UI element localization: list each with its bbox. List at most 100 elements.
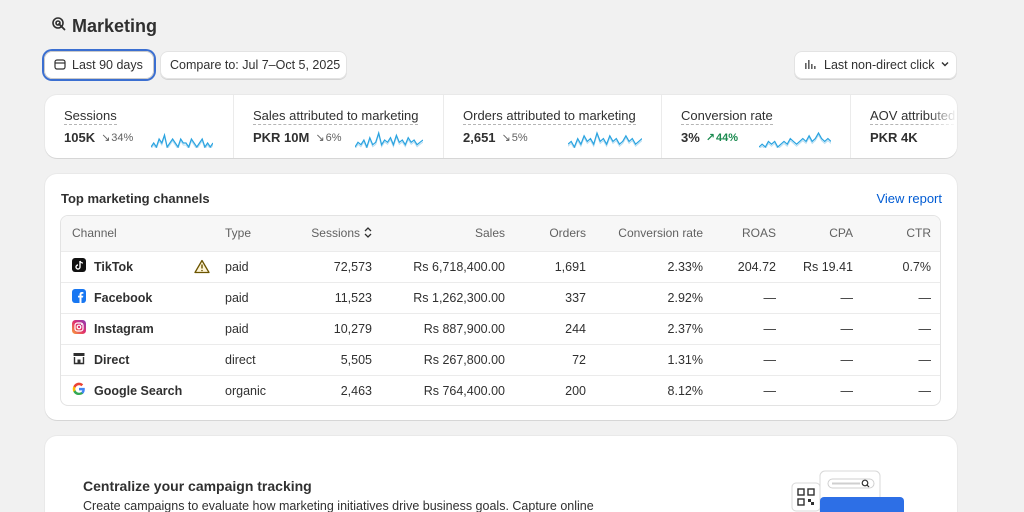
cell-sales: Rs 1,262,300.00 — [413, 290, 505, 305]
campaign-tracking-card: Centralize your campaign tracking Create… — [45, 436, 957, 512]
compare-label: Compare to: Jul 7–Oct 5, 2025 — [170, 58, 341, 72]
sparkline — [151, 132, 213, 148]
cell-orders: 337 — [565, 290, 586, 305]
table-row[interactable]: Facebook paid 11,523 Rs 1,262,300.00 337… — [61, 282, 940, 313]
metric-value: 3% — [681, 130, 700, 145]
store-icon — [72, 351, 86, 368]
table-row[interactable]: TikTok paid 72,573 Rs 6,718,400.00 1,691… — [61, 251, 940, 282]
cell-conversion: 2.37% — [667, 321, 703, 336]
sparkline — [355, 130, 423, 148]
warning-icon[interactable] — [194, 259, 210, 277]
cell-cpa: — — [840, 383, 854, 398]
compare-button[interactable]: Compare to: Jul 7–Oct 5, 2025 — [160, 51, 347, 79]
metric-value: 105K — [64, 130, 96, 145]
channels-table: Channel Type Sessions Sales Orders Conve… — [60, 215, 941, 406]
column-header: Conversion rate — [618, 226, 703, 241]
metric-title: Orders attributed to marketing — [463, 108, 636, 125]
column-header: Type — [225, 226, 252, 241]
sparkline — [759, 131, 831, 148]
metric-sales-attributed[interactable]: Sales attributed to marketing PKR 10M ↘ 6… — [234, 95, 444, 158]
metric-sessions[interactable]: Sessions 105K ↘ 34% — [45, 95, 234, 158]
cell-roas: — — [763, 352, 777, 367]
sparkline-series — [355, 130, 423, 148]
metric-title: Conversion rate — [681, 108, 773, 125]
cell-sessions: 72,573 — [333, 259, 372, 274]
table-row[interactable]: Instagram paid 10,279 Rs 887,900.00 244 … — [61, 313, 940, 344]
metric-change: ↘ 5% — [501, 131, 528, 145]
cell-ctr: — — [918, 383, 932, 398]
cell-conversion: 2.33% — [667, 259, 703, 274]
column-header: ROAS — [741, 226, 776, 241]
channel-name: Facebook — [94, 290, 153, 305]
metric-title: Sessions — [64, 108, 117, 125]
column-header-sortable[interactable]: Sessions — [293, 216, 383, 251]
scroll-fade — [927, 95, 957, 158]
arrow-down-icon: ↘ — [501, 132, 511, 144]
view-report-link[interactable]: View report — [876, 191, 942, 206]
cell-sessions: 2,463 — [340, 383, 372, 398]
date-range-button[interactable]: Last 90 days — [44, 51, 154, 79]
campaign-illustration — [770, 469, 910, 512]
column-header: Orders — [549, 226, 586, 241]
metric-value: 2,651 — [463, 130, 496, 145]
metric-change: ↘ 34% — [101, 131, 134, 145]
cell-orders: 244 — [565, 321, 586, 336]
arrow-up-icon: ↗ — [705, 132, 716, 144]
cell-roas: — — [763, 321, 777, 336]
column-header: CPA — [829, 226, 853, 241]
bar-chart-icon — [804, 58, 818, 73]
page-title: Marketing — [72, 16, 158, 36]
channel-name: Google Search — [94, 383, 183, 398]
calendar-icon — [54, 58, 66, 73]
table-row[interactable]: Direct direct 5,505 Rs 267,800.00 72 1.3… — [61, 344, 940, 375]
sparkline-series — [151, 132, 213, 148]
cell-ctr: — — [918, 321, 932, 336]
cell-cpa: Rs 19.41 — [802, 259, 853, 274]
cell-conversion: 8.12% — [667, 383, 703, 398]
cell-sales: Rs 6,718,400.00 — [413, 259, 505, 274]
cell-orders: 1,691 — [554, 259, 586, 274]
metric-orders-attributed[interactable]: Orders attributed to marketing 2,651 ↘ 5% — [444, 95, 662, 158]
attribution-model-button[interactable]: Last non-direct click — [794, 51, 957, 79]
metrics-summary-card: Sessions 105K ↘ 34% Sales attributed to m… — [45, 95, 957, 158]
metric-value: PKR 4K — [870, 130, 918, 145]
column-header: CTR — [906, 226, 931, 241]
filter-toolbar: Last 90 days Compare to: Jul 7–Oct 5, 20… — [44, 51, 957, 79]
cell-cpa: — — [840, 352, 854, 367]
page-header: Marketing — [52, 16, 157, 37]
metric-change: ↘ 6% — [315, 131, 342, 145]
cell-ctr: — — [918, 352, 932, 367]
sparkline-comparison — [355, 133, 423, 148]
table-row[interactable]: Google Search organic 2,463 Rs 764,400.0… — [61, 375, 940, 405]
metric-conversion-rate[interactable]: Conversion rate 3% ↗ 44% — [662, 95, 851, 158]
sparkline-comparison — [759, 133, 831, 148]
metric-value: PKR 10M — [253, 130, 310, 145]
sparkline — [568, 131, 642, 148]
cell-sales: Rs 267,800.00 — [423, 352, 505, 367]
cell-roas: 204.72 — [737, 259, 776, 274]
top-channels-card: Top marketing channels View report Chann… — [45, 174, 957, 420]
instagram-icon — [72, 320, 86, 337]
cell-type: organic — [225, 383, 266, 398]
chevron-down-icon — [940, 58, 950, 72]
cell-roas: — — [763, 383, 777, 398]
cell-orders: 72 — [572, 352, 586, 367]
metric-title: Sales attributed to marketing — [253, 108, 419, 125]
channel-name: Instagram — [94, 321, 154, 336]
google-icon — [72, 382, 86, 399]
cell-sessions: 10,279 — [333, 321, 372, 336]
cell-type: direct — [225, 352, 256, 367]
sparkline-series — [759, 131, 831, 148]
cell-cpa: — — [840, 290, 854, 305]
cell-conversion: 2.92% — [667, 290, 703, 305]
promo-title: Centralize your campaign tracking — [83, 478, 312, 494]
cell-orders: 200 — [565, 383, 586, 398]
cell-roas: — — [763, 290, 777, 305]
sort-icon — [364, 226, 372, 241]
cell-ctr: 0.7% — [902, 259, 932, 274]
cell-ctr: — — [918, 290, 932, 305]
attribution-label: Last non-direct click — [824, 58, 935, 72]
section-title: Top marketing channels — [61, 191, 210, 206]
cell-sales: Rs 887,900.00 — [423, 321, 505, 336]
marketing-target-icon — [52, 17, 66, 36]
